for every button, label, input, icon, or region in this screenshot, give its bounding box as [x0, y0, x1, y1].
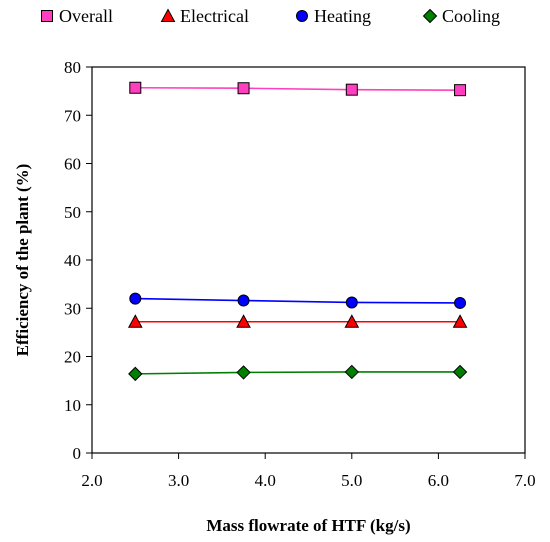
legend-item-electrical: Electrical — [160, 6, 249, 26]
data-point-cooling — [236, 365, 251, 380]
x-tick-label: 5.0 — [341, 471, 362, 490]
series-electrical — [127, 314, 468, 328]
legend-item-heating: Heating — [296, 6, 371, 26]
y-tick-label: 50 — [64, 203, 81, 222]
data-point-heating — [129, 292, 142, 305]
series-line — [135, 297, 461, 304]
legend: Overall Electrical Heating Cooling — [41, 6, 500, 26]
x-tick-label: 4.0 — [255, 471, 276, 490]
x-axis-title: Mass flowrate of HTF (kg/s) — [206, 516, 410, 535]
data-point-heating — [237, 294, 250, 307]
x-tick-label: 3.0 — [168, 471, 189, 490]
data-point-cooling — [128, 366, 143, 382]
y-axis: 0 10 20 30 40 50 60 70 80 — [64, 58, 92, 463]
data-point-heating — [454, 296, 467, 309]
legend-item-overall: Overall — [41, 6, 113, 26]
data-point-electrical — [344, 314, 360, 328]
legend-label: Electrical — [180, 6, 249, 26]
y-tick-label: 0 — [73, 444, 82, 463]
data-point-electrical — [127, 314, 143, 328]
y-tick-label: 60 — [64, 155, 81, 174]
y-tick-label: 20 — [64, 348, 81, 367]
data-point-overall — [129, 81, 142, 94]
series-overall — [129, 81, 467, 97]
y-tick-label: 70 — [64, 106, 81, 125]
y-tick-label: 30 — [64, 299, 81, 318]
legend-marker-electrical — [160, 8, 176, 22]
data-point-electrical — [452, 314, 468, 328]
data-point-heating — [345, 296, 358, 309]
y-tick-label: 80 — [64, 58, 81, 77]
series-line — [135, 86, 461, 91]
legend-label: Cooling — [442, 6, 500, 26]
legend-label: Heating — [314, 6, 371, 26]
data-point-overall — [345, 83, 358, 96]
legend-label: Overall — [59, 6, 113, 26]
legend-marker-cooling — [422, 8, 438, 24]
series-line — [135, 371, 461, 375]
x-tick-label: 6.0 — [428, 471, 449, 490]
data-point-overall — [237, 82, 250, 95]
legend-marker-overall — [41, 10, 53, 22]
data-point-overall — [454, 84, 467, 97]
y-tick-label: 10 — [64, 396, 81, 415]
legend-marker-heating — [296, 10, 308, 22]
data-point-electrical — [236, 314, 251, 328]
data-point-cooling — [452, 364, 468, 380]
y-axis-title: Efficiency of the plant (%) — [13, 164, 32, 357]
plot-area-frame — [91, 66, 526, 454]
series-cooling — [128, 364, 468, 382]
legend-item-cooling: Cooling — [422, 6, 500, 26]
x-tick-label: 2.0 — [81, 471, 102, 490]
x-axis: 2.0 3.0 4.0 5.0 6.0 7.0 — [81, 453, 536, 490]
data-point-cooling — [344, 364, 360, 380]
series-heating — [129, 292, 467, 309]
series-layer — [127, 81, 468, 382]
y-tick-label: 40 — [64, 251, 81, 270]
x-tick-label: 7.0 — [514, 471, 535, 490]
